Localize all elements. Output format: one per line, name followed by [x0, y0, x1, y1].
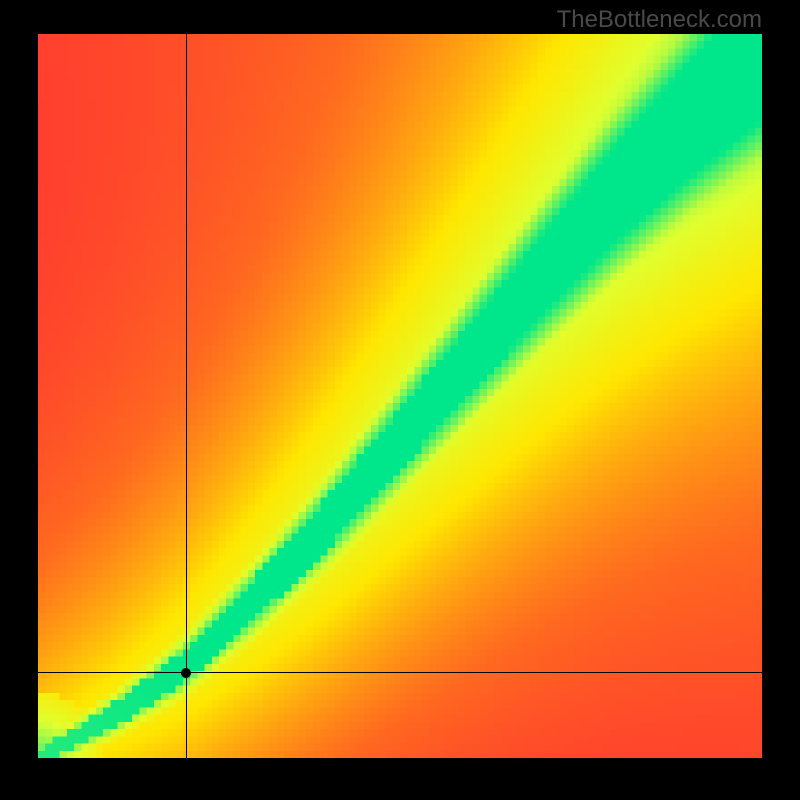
crosshair-vertical	[186, 34, 187, 758]
chart-container: TheBottleneck.com	[0, 0, 800, 800]
crosshair-horizontal	[38, 672, 762, 673]
heatmap-canvas	[38, 34, 762, 758]
watermark-text: TheBottleneck.com	[557, 6, 762, 34]
marker-point	[181, 668, 191, 678]
